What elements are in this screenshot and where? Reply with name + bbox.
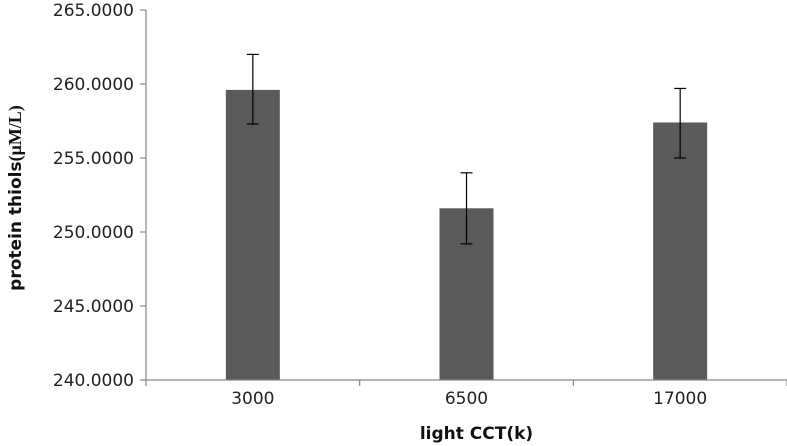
x-tick-label: 3000 <box>231 389 274 409</box>
error-bar-17000 <box>674 87 687 159</box>
y-tick-label: 240.0000 <box>53 371 134 391</box>
y-axis-ticks: 240.0000 245.0000 250.0000 255.0000 260.0000… <box>53 1 146 391</box>
y-tick-label: 260.0000 <box>53 75 134 95</box>
error-bar-3000 <box>246 53 259 125</box>
y-axis-title-text: protein thiols <box>6 161 26 290</box>
x-tick-label: 17000 <box>653 389 707 409</box>
y-axis-title-unit: (μM/L) <box>5 105 26 161</box>
bar-3000 <box>225 89 280 381</box>
x-tick-label: 6500 <box>445 389 488 409</box>
y-tick-label: 250.0000 <box>53 223 134 243</box>
error-bar-6500 <box>460 172 473 245</box>
bar-17000 <box>653 122 708 380</box>
y-axis-title: protein thiols(μM/L) <box>5 105 26 291</box>
error-bars <box>246 53 687 245</box>
x-axis-ticks: 3000 6500 17000 <box>145 380 787 409</box>
y-tick-label: 255.0000 <box>53 149 134 169</box>
y-tick-label: 265.0000 <box>53 1 134 21</box>
y-tick-label: 245.0000 <box>53 297 134 317</box>
x-axis-title: light CCT(k) <box>420 424 533 444</box>
